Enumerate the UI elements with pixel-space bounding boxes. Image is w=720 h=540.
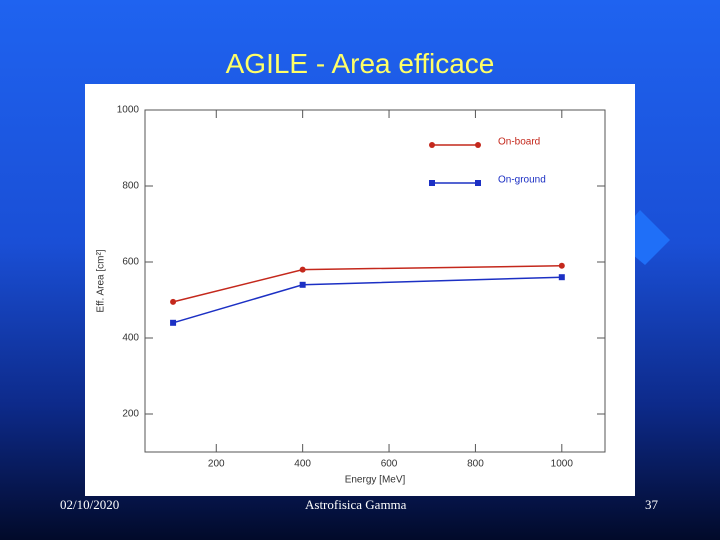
x-tick-label: 1000: [551, 459, 574, 470]
x-axis-label: Energy [MeV]: [345, 475, 406, 486]
footer: Astrofisica Gamma: [305, 497, 407, 512]
marker: [558, 262, 565, 269]
y-tick-label: 1000: [117, 105, 140, 116]
legend-label: On-ground: [498, 175, 546, 186]
page-number: 37: [645, 497, 658, 512]
y-tick-label: 600: [122, 257, 139, 268]
y-tick-label: 800: [122, 181, 139, 192]
marker: [299, 281, 306, 288]
y-axis-label: Eff. Area [cm²]: [96, 249, 107, 312]
x-tick-label: 800: [467, 459, 484, 470]
marker: [475, 142, 481, 148]
marker: [170, 298, 177, 305]
marker: [558, 274, 565, 281]
legend-label: On-board: [498, 137, 540, 148]
marker: [429, 142, 435, 148]
date: 02/10/2020: [60, 497, 120, 512]
marker: [299, 266, 306, 273]
x-tick-label: 400: [294, 459, 311, 470]
slide-title: AGILE - Area efficace: [225, 48, 495, 79]
y-tick-label: 200: [122, 409, 139, 420]
marker: [429, 180, 435, 186]
marker: [170, 319, 177, 326]
plot-frame: [144, 109, 606, 453]
x-tick-label: 600: [381, 459, 398, 470]
x-tick-label: 200: [208, 459, 225, 470]
chart-panel: [85, 84, 635, 496]
marker: [475, 180, 481, 186]
y-tick-label: 400: [122, 333, 139, 344]
